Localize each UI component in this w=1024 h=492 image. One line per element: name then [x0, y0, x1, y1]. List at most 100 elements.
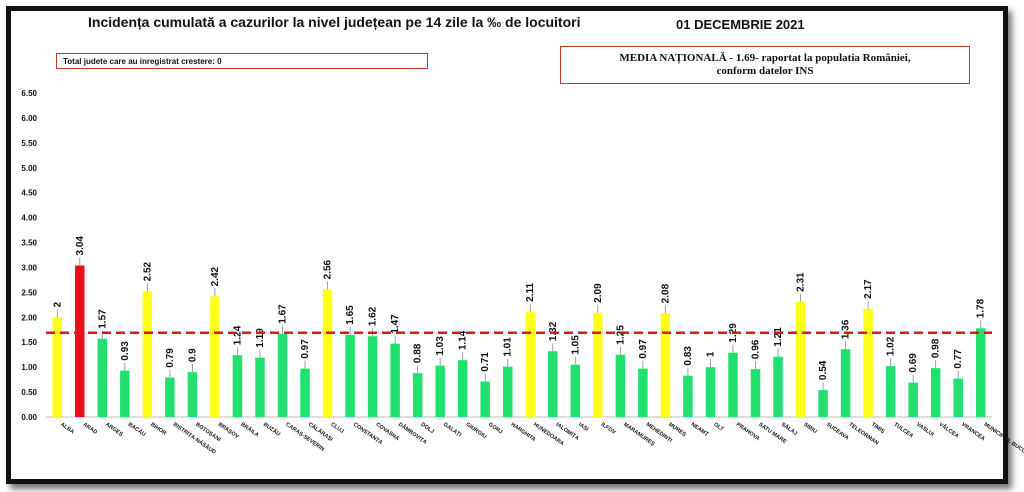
bar: [795, 301, 806, 417]
bar: [975, 328, 986, 417]
value-label: 2.17: [863, 279, 874, 299]
value-label: 1.24: [232, 325, 243, 345]
category-label: CLUJ: [329, 422, 344, 435]
category-label: VASLUI: [915, 422, 935, 439]
bar: [480, 381, 490, 417]
bar: [52, 317, 63, 417]
category-label: CARAȘ-SEVERIN: [284, 422, 325, 453]
bar: [165, 377, 175, 417]
bar: [773, 356, 783, 417]
category-label: ARGEȘ: [104, 422, 124, 438]
bar: [502, 366, 513, 417]
value-label: 0.54: [818, 360, 829, 380]
value-label: 2.11: [525, 282, 536, 301]
value-label: 1.03: [435, 336, 446, 356]
value-label: 2.52: [142, 261, 153, 281]
value-label: 2.09: [593, 283, 604, 303]
y-tick-label: 4.00: [21, 214, 37, 223]
bar: [435, 365, 445, 417]
bar: [908, 382, 918, 417]
national-average-line1: MEDIA NAȚIONALĂ - 1.69- raportat la popu…: [619, 52, 911, 64]
category-label: NEAMȚ: [690, 422, 710, 438]
value-label: 1.05: [570, 335, 581, 355]
bar: [390, 343, 400, 417]
bar: [570, 364, 581, 417]
value-label: 0.79: [165, 348, 176, 368]
category-label: IAȘI: [577, 422, 590, 433]
value-label: 1.02: [886, 336, 897, 356]
value-label: 1.57: [97, 309, 108, 329]
category-label: OLT: [712, 422, 725, 433]
value-label: 0.97: [638, 339, 649, 359]
value-label: 2.08: [660, 283, 671, 303]
value-label: 1.21: [773, 327, 784, 347]
category-label: BACĂU: [127, 421, 147, 438]
value-label: 2.42: [210, 266, 221, 286]
category-label: DOLJ: [419, 422, 434, 435]
value-label: 0.9: [187, 348, 198, 362]
category-label: MUREȘ: [667, 422, 687, 438]
value-label: 2.56: [323, 259, 334, 279]
bar: [525, 311, 536, 417]
value-label: 0.69: [908, 353, 919, 373]
bar: [232, 355, 243, 417]
bar: [840, 349, 851, 417]
bar: [930, 368, 941, 417]
value-label: 1.25: [615, 325, 626, 345]
report-date: 01 DECEMBRIE 2021: [676, 17, 805, 32]
bar: [683, 375, 693, 417]
category-label: BUZĂU: [262, 421, 282, 438]
bar: [885, 366, 896, 417]
y-tick-label: 6.00: [21, 114, 37, 123]
category-label: BIHOR: [149, 422, 167, 437]
value-label: 0.83: [683, 346, 694, 366]
value-label: 0.98: [931, 338, 942, 358]
category-label: ARAD: [82, 422, 98, 436]
bar: [120, 370, 130, 417]
y-tick-label: 4.50: [21, 189, 37, 198]
bar: [97, 338, 108, 417]
category-label: SIBIU: [802, 422, 817, 435]
bar: [142, 291, 153, 417]
bar: [187, 372, 198, 417]
bar: [75, 265, 85, 417]
category-label: MUNICIPIUL BUCUREȘTI: [983, 422, 1024, 465]
bar: [818, 390, 828, 417]
increase-note-text: Total judete care au inregistrat crester…: [63, 57, 222, 66]
y-tick-label: 5.00: [21, 164, 37, 173]
y-tick-label: 0.50: [21, 388, 37, 397]
y-tick-label: 2.00: [21, 313, 37, 322]
value-label: 1.78: [976, 298, 987, 318]
category-label: TULCEA: [892, 422, 914, 440]
bar: [412, 373, 423, 417]
value-label: 0.97: [300, 339, 311, 359]
bar: [277, 333, 288, 417]
category-label: TIMIȘ: [870, 422, 886, 436]
y-tick-label: 1.50: [21, 338, 37, 347]
value-label: 0.93: [120, 341, 131, 361]
value-label: 3.04: [75, 236, 86, 256]
value-label: 1.32: [548, 321, 559, 341]
category-label: VRANCEA: [960, 422, 986, 443]
category-label: VÂLCEA: [938, 421, 961, 440]
value-label: 1.36: [841, 319, 852, 339]
chart-title: Incidența cumulată a cazurilor la nivel …: [88, 14, 581, 30]
bar: [300, 368, 310, 417]
bar: [322, 289, 333, 417]
value-label: 1.14: [458, 330, 469, 350]
y-tick-label: 3.00: [21, 263, 37, 272]
category-label: BRĂILA: [239, 421, 260, 439]
value-label: 1.01: [503, 337, 514, 357]
value-label: 1: [705, 351, 716, 357]
y-tick-label: 5.50: [21, 139, 37, 148]
bar: [367, 336, 378, 417]
value-label: 1.47: [390, 314, 401, 334]
value-label: 0.96: [751, 339, 762, 359]
bar: [638, 368, 648, 417]
value-label: 1.62: [368, 306, 379, 326]
category-label: GALAȚI: [442, 422, 463, 439]
y-tick-label: 6.50: [21, 89, 37, 98]
increase-note-box: Total judete care au inregistrat crester…: [56, 53, 428, 69]
bar: [345, 334, 355, 417]
